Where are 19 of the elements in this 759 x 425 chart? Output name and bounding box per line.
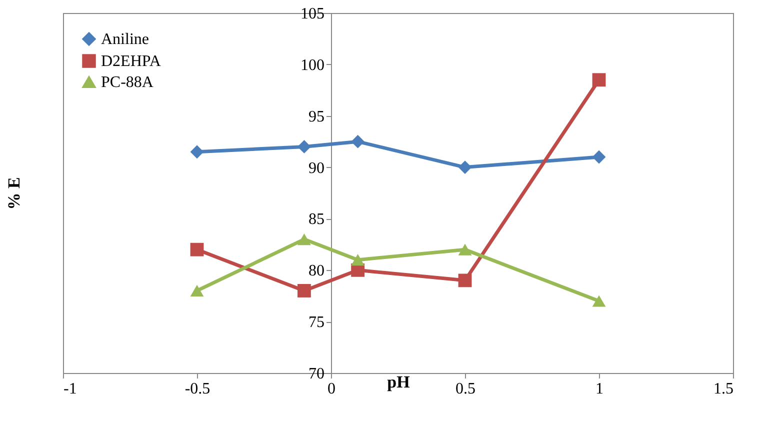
x-tick-label: 1.5	[714, 380, 734, 398]
y-tick-label: 100	[300, 56, 324, 74]
x-tick-label: 1	[596, 380, 604, 398]
x-axis-title: pH	[387, 372, 410, 392]
legend-label: D2EHPA	[101, 53, 162, 70]
x-tick-label: -1	[64, 380, 77, 398]
x-tick-label: 0.5	[456, 380, 476, 398]
y-tick-label: 95	[308, 108, 324, 126]
legend-label: Aniline	[101, 31, 149, 48]
y-tick-label: 105	[300, 6, 324, 22]
x-tick-label: 0	[328, 380, 336, 398]
y-axis-title: % E	[4, 177, 24, 210]
y-tick-label: 80	[308, 262, 324, 280]
y-tick-label: 85	[308, 211, 324, 228]
legend-label: PC-88A	[101, 74, 154, 91]
y-tick-label: 90	[308, 160, 324, 177]
x-tick-label: -0.5	[184, 380, 210, 398]
y-tick-label: 70	[308, 366, 324, 382]
y-tick-label: 75	[308, 314, 324, 332]
